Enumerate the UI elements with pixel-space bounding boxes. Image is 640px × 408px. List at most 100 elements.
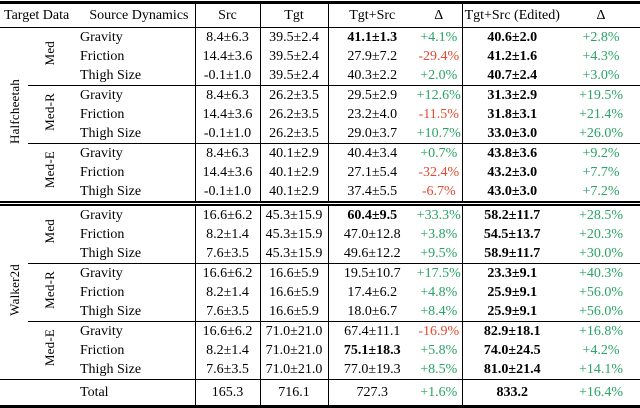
cell-tgt-src: 29.0±3.7 (347, 126, 398, 141)
cell-tgt-src-edited: 41.2±1.6 (487, 49, 538, 64)
cell-delta-1: +3.8% (416, 225, 463, 244)
cell-delta-2: +4.2% (582, 343, 620, 358)
cell-src: 16.6±6.2 (195, 201, 261, 225)
total-row-spacer (0, 379, 70, 407)
cell-delta-1: +8.5% (416, 360, 463, 380)
cell-delta-2: +56.0% (578, 285, 624, 300)
cell-src: 14.4±3.6 (195, 47, 261, 66)
cell-tgt: 71.0±21.0 (260, 360, 329, 380)
subgroup-label-med: Med (28, 201, 70, 264)
cell-delta-2: +16.8% (562, 321, 640, 341)
table-row: Friction 8.2±1.4 71.0±21.0 75.1±18.3 +5.8% 74… (0, 341, 640, 360)
cell-tgt-src: 27.1±5.4 (347, 165, 398, 180)
table-row: Med-E Gravity 8.4±6.3 40.1±2.9 40.4±3.4 +0.7%… (0, 143, 640, 204)
cell-src: 16.6±6.2 (195, 321, 261, 341)
cell-source-dynamics: Gravity (70, 201, 196, 225)
cell-tgt-src: 67.4±11.1 (328, 321, 416, 341)
cell-source-dynamics: Thigh Size (70, 66, 196, 86)
table-row: Thigh Size 7.6±3.5 71.0±21.0 77.0±19.3 +8.5%… (0, 360, 640, 380)
subgroup-label-med-r: Med-R (28, 85, 70, 144)
table-row: Walker2d Med Gravity 16.6±6.2 45.3±15.9 60.4±… (0, 201, 640, 380)
cell-delta-1: +33.3% (416, 201, 463, 225)
cell-src: 7.6±3.5 (195, 360, 261, 380)
cell-tgt: 26.2±3.5 (260, 124, 329, 144)
col-header-delta-2: Δ (562, 2, 640, 28)
env-label-text: Halfcheetah (6, 79, 22, 144)
cell-source-dynamics: Gravity (70, 263, 196, 283)
subgroup-label-med-r: Med-R (28, 263, 70, 322)
cell-tgt-src: 47.0±12.8 (343, 227, 401, 242)
cell-tgt-src-edited: 43.0±3.0 (487, 184, 538, 199)
cell-delta-2: +3.0% (582, 68, 620, 83)
cell-src: 7.6±3.5 (195, 302, 261, 322)
header-row: Target Data Source Dynamics Src Tgt Tgt+… (0, 2, 640, 28)
cell-source-dynamics: Gravity (70, 85, 196, 105)
cell-tgt: 26.2±3.5 (260, 85, 329, 105)
subgroup-label-text: Med-R (41, 92, 57, 131)
cell-src: 14.4±3.6 (195, 163, 261, 182)
table-row: Friction 14.4±3.6 26.2±3.5 23.2±4.0 -11.5% 31… (0, 105, 640, 124)
subgroup-label-med-e: Med-E (28, 143, 70, 204)
cell-delta-2: +4.3% (582, 49, 620, 64)
cell-tgt-src: 60.4±9.5 (328, 201, 416, 225)
cell-tgt-src: 17.4±6.2 (347, 285, 398, 300)
cell-delta-1: +2.0% (416, 66, 463, 86)
cell-src: 8.4±6.3 (195, 85, 261, 105)
cell-tgt-src-edited: 31.8±3.1 (487, 107, 538, 122)
table-row: Thigh Size 7.6±3.5 45.3±15.9 49.6±12.2 +9.5%… (0, 244, 640, 264)
table-row: Med-R Gravity 16.6±6.2 16.6±5.9 19.5±10.7 +17… (0, 263, 640, 322)
cell-source-dynamics: Friction (70, 283, 196, 302)
cell-tgt: 39.5±2.4 (260, 47, 329, 66)
cell-tgt: 16.6±5.9 (260, 263, 329, 283)
cell-source-dynamics: Gravity (70, 143, 196, 163)
cell-tgt-src-edited: 43.2±3.0 (487, 165, 538, 180)
cell-tgt-src-edited: 25.9±9.1 (487, 285, 538, 300)
cell-delta-1: +9.5% (416, 244, 463, 264)
subgroup-label-text: Med-E (41, 150, 57, 189)
subgroup-label-med-e: Med-E (28, 321, 70, 380)
cell-delta-2: +14.1% (578, 362, 624, 377)
cell-tgt: 71.0±21.0 (260, 321, 329, 341)
total-label: Total (70, 379, 196, 407)
cell-src: 8.2±1.4 (195, 283, 261, 302)
table-row: Thigh Size -0.1±1.0 39.5±2.4 40.3±2.2 +2.0% 4… (0, 66, 640, 86)
cell-source-dynamics: Friction (70, 225, 196, 244)
cell-delta-2: +40.3% (562, 263, 640, 283)
table-row: Thigh Size 7.6±3.5 16.6±5.9 18.0±6.7 +8.4% 25… (0, 302, 640, 322)
cell-src: -0.1±1.0 (195, 124, 261, 144)
cell-src: 8.2±1.4 (195, 341, 261, 360)
cell-tgt-src: 40.3±2.2 (347, 68, 398, 83)
cell-tgt: 39.5±2.4 (260, 27, 329, 47)
cell-tgt-src-edited: 23.3±9.1 (462, 263, 562, 283)
subgroup-label-text: Med (41, 219, 57, 244)
env-label-text: Walker2d (6, 263, 22, 316)
col-header-source-dynamics: Source Dynamics (89, 8, 189, 23)
table-row: Friction 8.2±1.4 16.6±5.9 17.4±6.2 +4.8% 25.9… (0, 283, 640, 302)
cell-delta-1: -16.9% (416, 321, 463, 341)
env-label-walker2d: Walker2d (0, 201, 28, 380)
col-header-delta-1: Δ (416, 2, 463, 28)
table-row: Friction 14.4±3.6 40.1±2.9 27.1±5.4 -32.4% 43… (0, 163, 640, 182)
cell-source-dynamics: Gravity (70, 27, 196, 47)
cell-delta-2: +56.0% (578, 304, 624, 319)
cell-src: 7.6±3.5 (195, 244, 261, 264)
table-row: Med-E Gravity 16.6±6.2 71.0±21.0 67.4±11.1 -1… (0, 321, 640, 380)
cell-delta-2: +30.0% (578, 246, 624, 261)
cell-tgt: 39.5±2.4 (260, 66, 329, 86)
cell-tgt-src-edited: 54.5±13.7 (483, 227, 541, 242)
cell-tgt: 16.6±5.9 (260, 302, 329, 322)
cell-tgt-src: 23.2±4.0 (347, 107, 398, 122)
cell-source-dynamics: Friction (70, 105, 196, 124)
cell-delta-2: +26.0% (578, 126, 624, 141)
col-header-src: Src (195, 2, 261, 28)
cell-tgt-src-edited: 58.9±11.7 (484, 246, 541, 261)
cell-source-dynamics: Thigh Size (70, 124, 196, 144)
cell-tgt-src-edited: 43.8±3.6 (462, 143, 562, 163)
cell-src: 14.4±3.6 (195, 105, 261, 124)
cell-tgt-src-edited: 58.2±11.7 (462, 201, 562, 225)
cell-delta-2: +7.7% (582, 165, 620, 180)
subgroup-label-med: Med (28, 28, 70, 86)
cell-delta-1: +12.6% (416, 85, 463, 105)
cell-delta-1: -32.4% (416, 163, 463, 182)
cell-tgt-src: 40.4±3.4 (328, 143, 416, 163)
